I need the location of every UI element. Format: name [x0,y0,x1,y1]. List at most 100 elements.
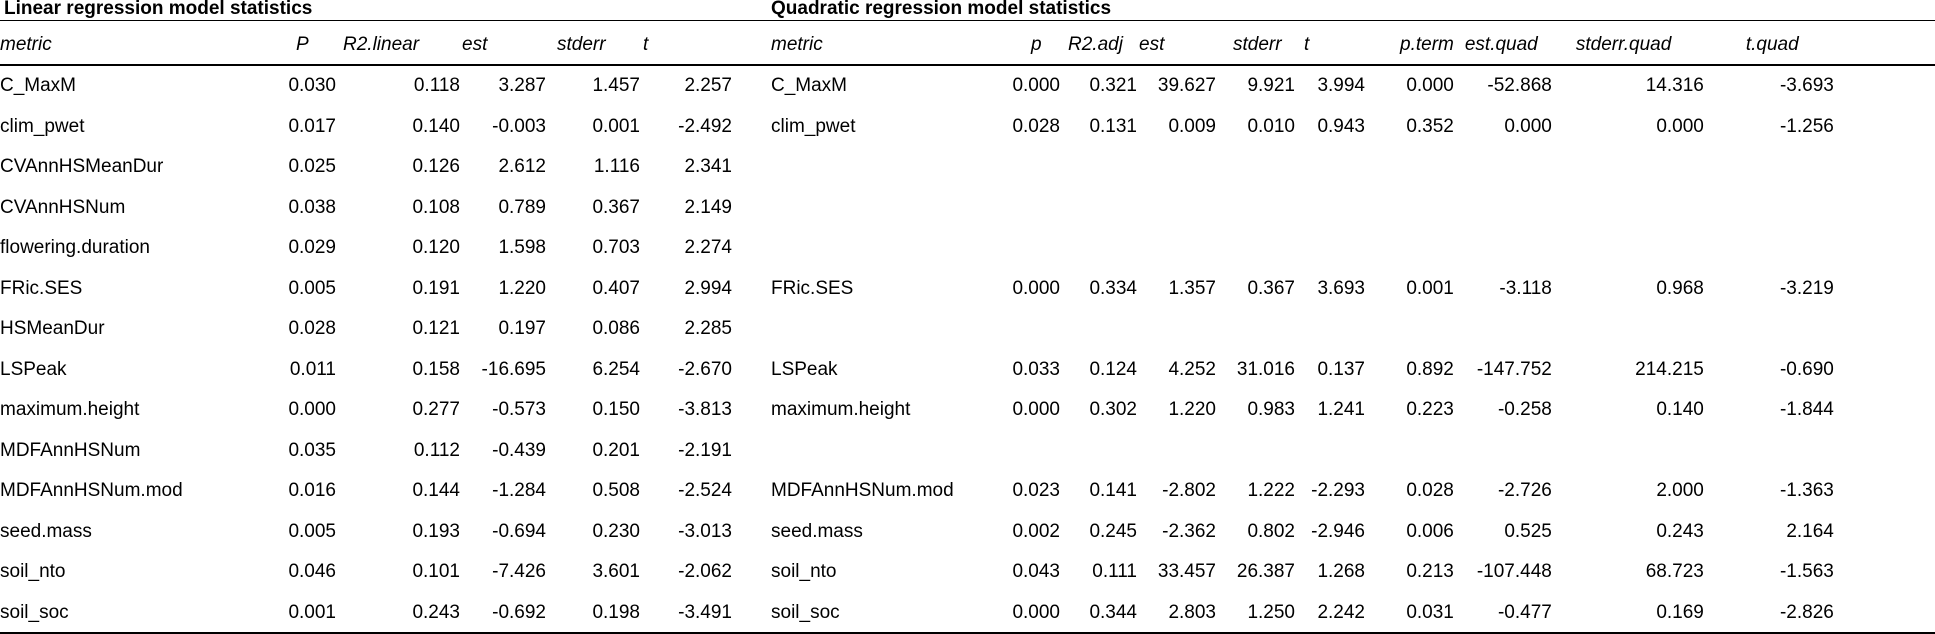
quadratic-value-cell: 1.268 [1317,561,1365,583]
quadratic-metric-cell: clim_pwet [771,115,856,137]
quadratic-value-cell [1295,309,1365,350]
linear-metric-cell: CVAnnHSNum [0,196,126,218]
linear-value-cell: 0.789 [498,196,546,218]
table-row: flowering.duration 0.029 0.120 1.598 0.703 2.… [0,228,1834,269]
quadratic-value-cell: 1.220 [1168,399,1216,421]
regression-stats-table: metric P R2.linear est stderr t metric p… [0,30,1834,633]
quadratic-value-cell: 0.023 [1012,480,1060,502]
header-cell: t.quad [1745,34,1799,55]
linear-value-cell: 0.140 [412,115,460,137]
linear-value-cell: 3.601 [592,561,640,583]
linear-value-cell: -0.573 [492,399,546,421]
quadratic-value-cell: 26.387 [1236,561,1295,583]
quadratic-value-cell [991,431,1060,472]
spacer-cell [732,66,771,107]
top-rule [0,20,1935,21]
table-row: soil_soc 0.001 0.243 -0.692 0.198 -3.491 soil_… [0,593,1834,634]
table-row: C_MaxM 0.030 0.118 3.287 1.457 2.257 C_MaxM 0.0… [0,66,1834,107]
quadratic-value-cell: 214.215 [1635,358,1704,380]
quadratic-value-cell: 0.000 [1406,75,1454,97]
quadratic-value-cell [1216,188,1295,229]
quadratic-value-cell: -107.448 [1476,561,1552,583]
linear-value-cell: -3.013 [678,520,732,542]
linear-value-cell: 0.158 [412,358,460,380]
quadratic-value-cell: 3.693 [1317,277,1365,299]
quadratic-value-cell: 0.131 [1089,115,1137,137]
linear-value-cell: -1.284 [492,480,546,502]
quadratic-value-cell: 0.892 [1406,358,1454,380]
table-row: clim_pwet 0.017 0.140 -0.003 0.001 -2.492 clim… [0,107,1834,148]
quadratic-value-cell [1137,188,1216,229]
linear-metric-cell: HSMeanDur [0,318,105,340]
quadratic-value-cell: 0.141 [1089,480,1137,502]
quadratic-value-cell [1454,188,1552,229]
quadratic-metric-cell [771,228,991,269]
quadratic-value-cell: 0.000 [1504,115,1552,137]
quadratic-value-cell: 1.241 [1317,399,1365,421]
quadratic-value-cell [1060,309,1137,350]
quadratic-value-cell: 0.983 [1247,399,1295,421]
linear-value-cell: 0.029 [288,237,336,259]
linear-value-cell: 1.598 [498,237,546,259]
header-rule [0,64,1935,66]
linear-metric-cell: flowering.duration [0,237,150,259]
linear-value-cell: 0.197 [498,318,546,340]
quadratic-value-cell: 2.164 [1786,520,1834,542]
quadratic-value-cell: 1.222 [1247,480,1295,502]
quadratic-value-cell: -2.802 [1162,480,1216,502]
spacer-cell [732,471,771,512]
quadratic-value-cell: 2.803 [1168,601,1216,623]
linear-value-cell: 0.038 [288,196,336,218]
header-cell: p [1031,34,1042,55]
quadratic-value-cell [991,147,1060,188]
quadratic-value-cell: 0.968 [1656,277,1704,299]
linear-metric-cell: MDFAnnHSNum [0,439,141,461]
linear-value-cell: 0.243 [412,601,460,623]
quadratic-value-cell: 0.302 [1089,399,1137,421]
linear-section-title: Linear regression model statistics [4,0,313,19]
quadratic-section-title: Quadratic regression model statistics [771,0,1112,19]
quadratic-value-cell: -147.752 [1476,358,1552,380]
quadratic-value-cell: 0.525 [1504,520,1552,542]
quadratic-value-cell: -0.258 [1497,399,1552,421]
quadratic-metric-cell [771,147,991,188]
quadratic-value-cell: 0.245 [1089,520,1137,542]
linear-value-cell: 0.201 [592,439,640,461]
table-row: MDFAnnHSNum.mod 0.016 0.144 -1.284 0.508 -2.5… [0,471,1834,512]
linear-value-cell: 0.191 [412,277,460,299]
linear-value-cell: 0.144 [412,480,460,502]
header-cell: stderr.quad [1575,34,1672,55]
quadratic-value-cell: 68.723 [1645,561,1704,583]
bottom-rule [0,632,1935,634]
linear-metric-cell: clim_pwet [0,115,85,137]
quadratic-value-cell [991,188,1060,229]
quadratic-value-cell: 14.316 [1645,75,1704,97]
quadratic-value-cell: -1.844 [1779,399,1834,421]
linear-value-cell: 0.230 [592,520,640,542]
quadratic-value-cell: 0.028 [1012,115,1060,137]
quadratic-metric-cell: seed.mass [771,520,863,542]
linear-value-cell: 2.149 [684,196,732,218]
quadratic-value-cell: 2.242 [1317,601,1365,623]
quadratic-value-cell: 0.006 [1406,520,1454,542]
quadratic-value-cell [1552,188,1704,229]
table-row: FRic.SES 0.005 0.191 1.220 0.407 2.994 FRic.SE… [0,269,1834,310]
quadratic-value-cell: 0.031 [1406,601,1454,623]
linear-value-cell: 2.285 [684,318,732,340]
linear-value-cell: 0.112 [413,439,460,461]
quadratic-value-cell [1704,228,1834,269]
quadratic-value-cell: 0.028 [1406,480,1454,502]
linear-value-cell: 1.457 [592,75,640,97]
header-cell: R2.adj [1068,34,1123,55]
linear-value-cell: 2.257 [684,75,732,97]
quadratic-value-cell: 0.802 [1247,520,1295,542]
linear-value-cell: 0.000 [288,399,336,421]
quadratic-value-cell: 0.009 [1168,115,1216,137]
quadratic-value-cell: 0.137 [1317,358,1365,380]
quadratic-value-cell: 0.002 [1012,520,1060,542]
quadratic-value-cell: 0.000 [1012,399,1060,421]
linear-metric-cell: CVAnnHSMeanDur [0,156,164,178]
quadratic-value-cell: 0.352 [1406,115,1454,137]
linear-value-cell: 2.274 [684,237,732,259]
quadratic-value-cell [1295,188,1365,229]
